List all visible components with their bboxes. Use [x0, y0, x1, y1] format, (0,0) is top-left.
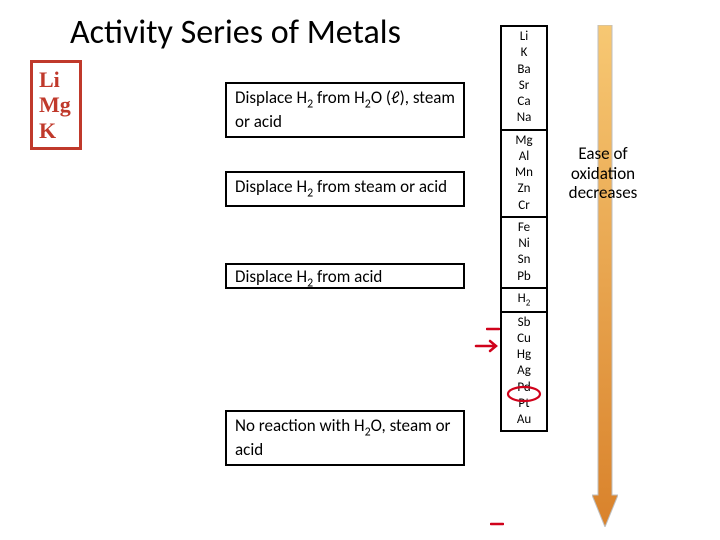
hw-line-1: Mg [39, 92, 71, 117]
metal-item: Cr [502, 198, 546, 214]
red-cu-circle-mark [504, 384, 544, 404]
metal-group-1: MgAlMnZnCr [502, 131, 546, 218]
red-dash-mark-1 [486, 325, 500, 333]
arrow-label: Ease of oxidation decreases [558, 144, 648, 203]
metal-item: Ca [502, 94, 546, 110]
metal-item: Ba [502, 62, 546, 78]
metal-group-2: FeNiSnPb [502, 218, 546, 289]
metal-item: Sr [502, 78, 546, 94]
metal-item: Pb [502, 269, 546, 285]
hw-line-0: Li [39, 67, 71, 92]
hw-line-2: K [39, 118, 71, 143]
metal-group-4: SbCuHgAgPdPtAu [502, 313, 546, 431]
metal-item: Al [502, 149, 546, 165]
metal-item: Ni [502, 236, 546, 252]
metal-item: Fe [502, 220, 546, 236]
arrow-label-box: Ease of oxidation decreases [558, 144, 648, 203]
description-box-2: Displace H2 from acid [225, 263, 465, 289]
metal-item: Au [502, 412, 546, 428]
metal-column: LiKBaSrCaNaMgAlMnZnCrFeNiSnPbH2SbCuHgAgP… [500, 25, 548, 432]
oxidation-arrow [592, 25, 618, 527]
red-h2-arrow-mark [474, 339, 500, 353]
handwritten-annotation: Li Mg K [30, 60, 82, 150]
metal-item: Li [502, 29, 546, 45]
metal-item: H2 [502, 291, 546, 309]
metal-group-0: LiKBaSrCaNa [502, 27, 546, 131]
metal-group-h2: H2 [502, 289, 546, 313]
metal-item: K [502, 45, 546, 61]
handwritten-box: Li Mg K [30, 60, 82, 150]
metal-item: Na [502, 110, 546, 126]
metal-item: Cu [502, 331, 546, 347]
description-box-1: Displace H2 from steam or acid [225, 171, 465, 207]
metal-item: Mn [502, 165, 546, 181]
metal-item: Mg [502, 133, 546, 149]
metal-item: Sn [502, 252, 546, 268]
description-box-0: Displace H2 from H2O (ℓ), steam or acid [225, 82, 465, 138]
page-title: Activity Series of Metals [70, 12, 401, 53]
metal-item: Ag [502, 363, 546, 379]
metal-item: Zn [502, 181, 546, 197]
description-box-3: No reaction with H2O, steam or acid [225, 410, 465, 466]
red-dash-mark-2 [490, 520, 504, 528]
metal-item: Sb [502, 315, 546, 331]
metal-item: Hg [502, 347, 546, 363]
